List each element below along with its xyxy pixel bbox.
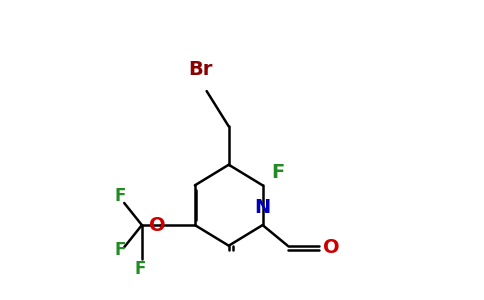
Text: F: F xyxy=(271,163,284,182)
Text: F: F xyxy=(114,241,125,259)
Text: O: O xyxy=(323,238,340,257)
Text: F: F xyxy=(135,260,146,278)
Text: F: F xyxy=(114,187,125,205)
Text: O: O xyxy=(149,216,166,235)
Text: N: N xyxy=(255,198,271,217)
Text: Br: Br xyxy=(189,59,213,79)
